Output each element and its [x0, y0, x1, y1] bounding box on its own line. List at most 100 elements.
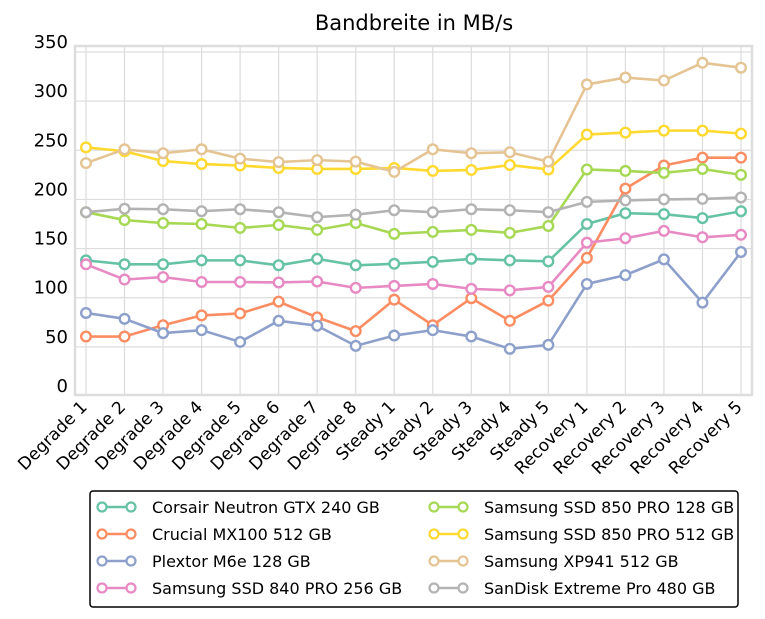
- data-point: [735, 228, 748, 241]
- data-point: [349, 281, 362, 294]
- legend-item: Samsung SSD 840 PRO 256 GB: [96, 579, 402, 598]
- data-point: [503, 204, 516, 217]
- data-point: [79, 330, 92, 343]
- legend-marker-icon: [457, 528, 469, 540]
- data-point: [542, 255, 555, 268]
- series-line: [85, 129, 742, 173]
- series-line: [85, 209, 742, 267]
- legend-marker-icon: [428, 555, 440, 567]
- data-point: [580, 251, 593, 264]
- legend-marker-icon: [428, 582, 440, 594]
- data-point: [272, 295, 285, 308]
- series-line: [85, 61, 742, 174]
- data-point: [657, 193, 670, 206]
- y-tick-label: 250: [34, 130, 68, 151]
- data-point: [619, 194, 632, 207]
- data-point: [696, 192, 709, 205]
- data-point: [157, 203, 170, 216]
- legend-marker-icon: [125, 555, 137, 567]
- data-point: [542, 294, 555, 307]
- legend-item: SanDisk Extreme Pro 480 GB: [428, 579, 715, 598]
- data-point: [195, 158, 208, 171]
- data-point: [696, 231, 709, 244]
- series-6: [79, 56, 748, 178]
- data-point: [503, 159, 516, 172]
- data-point: [118, 330, 131, 343]
- data-point: [79, 306, 92, 319]
- data-point: [580, 128, 593, 141]
- data-point: [195, 309, 208, 322]
- data-point: [503, 342, 516, 355]
- legend-box: [89, 490, 739, 608]
- data-point: [157, 147, 170, 160]
- data-point: [580, 217, 593, 230]
- data-point: [349, 155, 362, 168]
- data-point: [696, 212, 709, 225]
- data-point: [234, 307, 247, 320]
- data-point: [118, 258, 131, 271]
- data-point: [542, 219, 555, 232]
- data-point: [234, 275, 247, 288]
- data-point: [195, 324, 208, 337]
- data-point: [349, 259, 362, 272]
- legend-marker-icon: [96, 582, 108, 594]
- data-point: [311, 252, 324, 265]
- data-point: [580, 78, 593, 91]
- data-point: [542, 280, 555, 293]
- data-point: [272, 206, 285, 219]
- legend-marker-icon: [457, 555, 469, 567]
- data-point: [79, 141, 92, 154]
- data-point: [388, 329, 401, 342]
- data-point: [195, 217, 208, 230]
- series-line: [85, 251, 743, 351]
- data-point: [657, 224, 670, 237]
- legend-label: Samsung SSD 850 PRO 512 GB: [484, 525, 734, 544]
- data-point: [580, 236, 593, 249]
- data-point: [311, 319, 324, 332]
- series-2: [79, 246, 748, 355]
- legend-marker-icon: [125, 501, 137, 513]
- data-point: [657, 208, 670, 221]
- chart-title: Bandbreite in MB/s: [315, 11, 513, 35]
- y-tick-label: 350: [34, 32, 68, 53]
- data-point: [426, 206, 439, 219]
- data-point: [388, 227, 401, 240]
- data-point: [696, 162, 709, 175]
- series-line: [85, 229, 742, 292]
- legend-item: Samsung XP941 512 GB: [428, 552, 679, 571]
- y-tick-label: 150: [34, 229, 68, 250]
- legend-item: Samsung SSD 850 PRO 512 GB: [428, 525, 734, 544]
- data-point: [580, 277, 593, 290]
- data-point: [619, 269, 632, 282]
- data-point: [234, 254, 247, 267]
- data-point: [311, 211, 324, 224]
- data-point: [696, 56, 709, 69]
- data-point: [272, 276, 285, 289]
- series-group: [79, 56, 748, 355]
- data-point: [234, 335, 247, 348]
- legend-label: Plextor M6e 128 GB: [152, 552, 311, 571]
- data-point: [234, 203, 247, 216]
- data-point: [619, 207, 632, 220]
- data-point: [388, 204, 401, 217]
- series-7: [79, 191, 748, 224]
- data-point: [426, 143, 439, 156]
- data-point: [349, 325, 362, 338]
- data-point: [542, 206, 555, 219]
- data-point: [426, 324, 439, 337]
- series-4: [79, 162, 748, 240]
- data-point: [465, 252, 478, 265]
- data-point: [272, 218, 285, 231]
- data-point: [503, 314, 516, 327]
- data-point: [118, 202, 131, 215]
- y-tick-label: 300: [34, 81, 68, 102]
- data-point: [234, 221, 247, 234]
- data-point: [542, 338, 555, 351]
- series-line: [85, 167, 742, 236]
- series-0: [79, 205, 748, 272]
- data-point: [272, 259, 285, 272]
- data-point: [735, 151, 748, 164]
- data-point: [696, 124, 709, 137]
